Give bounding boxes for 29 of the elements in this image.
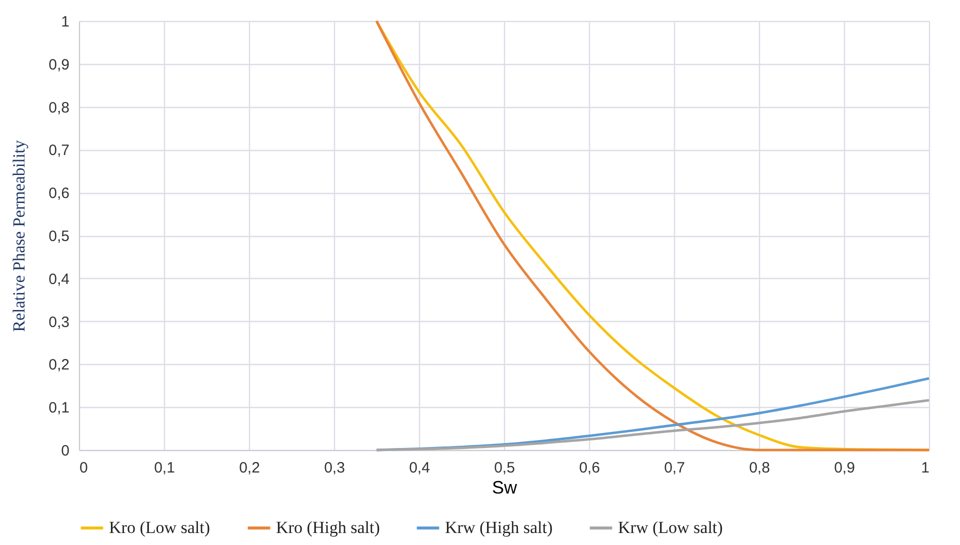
line-series	[375, 398, 930, 452]
legend-label: Krw (High salt)	[445, 518, 553, 537]
x-tick-label: 0,9	[834, 460, 855, 476]
y-tick-label: 0,9	[48, 56, 70, 74]
x-tick-label: 0,1	[154, 460, 175, 476]
y-tick-label: 0,2	[48, 356, 70, 374]
x-tick-label: 0,5	[494, 460, 515, 476]
y-tick-label: 1	[61, 14, 70, 30]
x-axis-title: Sw	[492, 478, 518, 498]
x-tick-label: 0,8	[749, 460, 770, 476]
y-tick-label: 0,8	[48, 99, 70, 116]
x-tick-label: 0,3	[324, 460, 345, 476]
y-tick-label: 0,3	[48, 314, 70, 331]
x-tick-label: 0,4	[409, 460, 430, 476]
y-tick-label: 0	[61, 442, 70, 460]
x-tick-label: 0	[80, 460, 88, 476]
y-tick-label: 0,7	[48, 142, 70, 160]
y-tick-label: 0,5	[48, 228, 70, 245]
x-tick-label: 0,7	[664, 460, 685, 476]
y-tick-label: 0,1	[48, 400, 70, 417]
legend-label: Krw (Low salt)	[618, 518, 723, 537]
y-tick-label: 0,4	[48, 270, 70, 288]
x-tick-label: 0,2	[239, 460, 260, 476]
x-tick-label: 1	[921, 460, 930, 476]
legend-label: Kro (Low salt)	[109, 518, 210, 537]
y-tick-label: 0,6	[48, 185, 70, 202]
x-tick-label: 0,6	[579, 460, 600, 476]
y-axis-title: Relative Phase Permeability	[10, 140, 29, 332]
legend-label: Kro (High salt)	[276, 518, 380, 537]
